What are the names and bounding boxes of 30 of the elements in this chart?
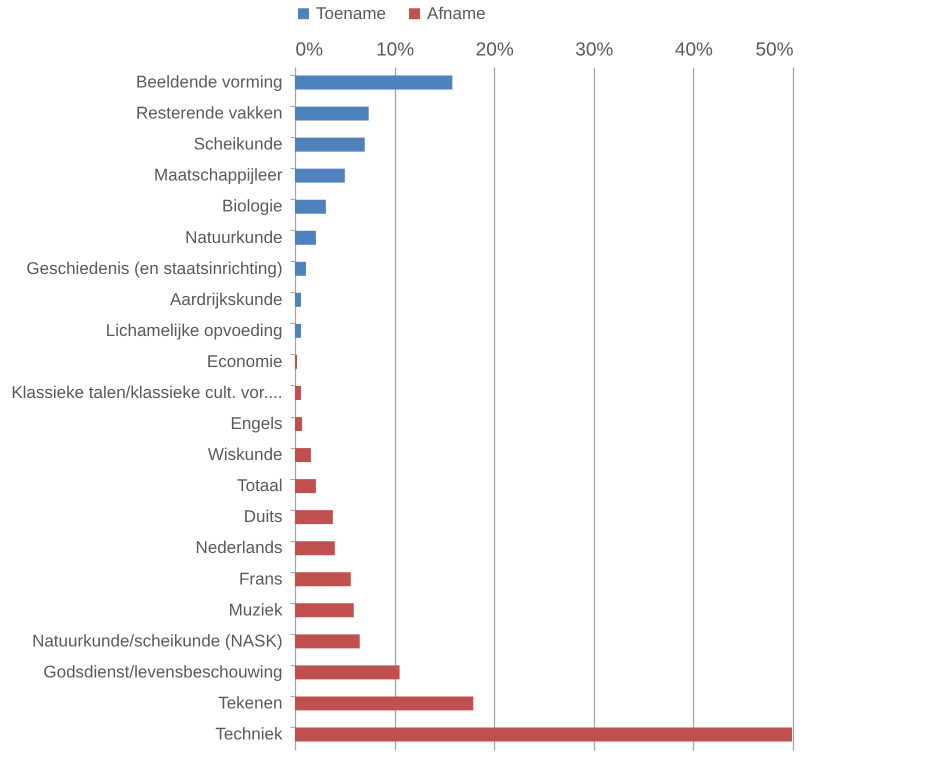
y-tick-label: Natuurkunde [185, 228, 282, 247]
x-tick-label: 30% [575, 40, 614, 60]
x-tick-label: 0% [296, 40, 324, 60]
y-tick-label: Techniek [215, 724, 283, 744]
y-tick-label: Godsdienst/levensbeschouwing [43, 662, 282, 682]
y-tick-label: Muziek [228, 600, 283, 620]
y-tick-label: Economie [206, 352, 282, 371]
y-tick-label: Frans [239, 569, 282, 588]
x-tick-label: 40% [674, 40, 714, 60]
y-tick-label: Beeldende vorming [136, 72, 282, 92]
y-tick-label: Lichamelijke opvoeding [106, 320, 282, 340]
y-tick-label: Nederlands [196, 538, 282, 558]
y-tick-label: Natuurkunde/scheikunde (NASK) [32, 631, 282, 650]
y-tick-label: Klassieke talen/klassieke cult. vor.... [11, 382, 282, 402]
x-tick-label: 10% [376, 40, 414, 60]
x-tick-label: 50% [755, 40, 794, 60]
y-tick-label: Tekenen [218, 693, 282, 712]
legend-label: Afname [427, 4, 486, 23]
y-tick-label: Totaal [237, 476, 282, 496]
y-tick-label: Aardrijkskunde [170, 290, 282, 309]
y-tick-label: Scheikunde [194, 134, 282, 154]
legend-label: Toename [316, 4, 386, 23]
y-tick-label: Wiskunde [208, 445, 282, 464]
y-tick-label: Engels [230, 414, 282, 434]
y-tick-label: Geschiedenis (en staatsinrichting) [26, 258, 282, 278]
x-tick-label: 20% [476, 40, 514, 60]
y-tick-label: Maatschappijleer [154, 166, 283, 185]
y-tick-label: Duits [244, 507, 282, 526]
y-tick-label: Resterende vakken [136, 104, 282, 123]
y-tick-label: Biologie [222, 196, 282, 216]
